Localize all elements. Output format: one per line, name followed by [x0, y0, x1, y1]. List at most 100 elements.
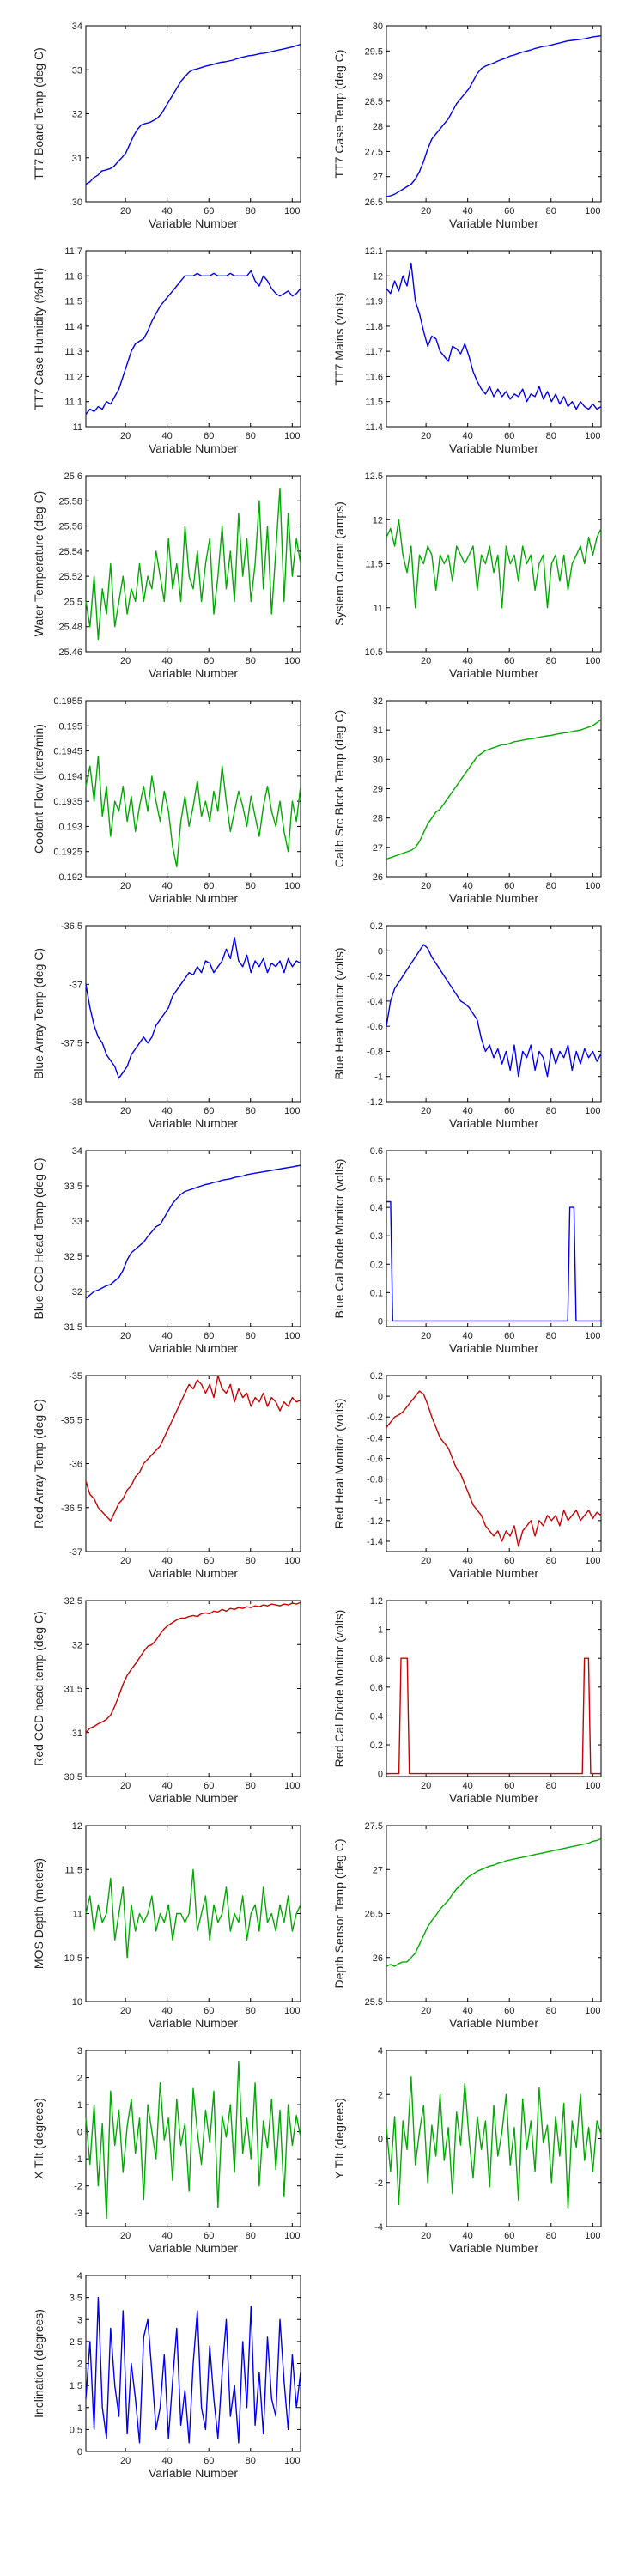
x-tick-label: 80 — [246, 656, 256, 666]
y-axis-label: Red Heat Monitor (volts) — [332, 1399, 346, 1529]
chart-1: 20 40 60 80 100 30 31 32 33 34 Variable Number TT7 … — [32, 21, 301, 230]
x-tick-label: 100 — [585, 431, 600, 441]
y-tick-label: 0.193 — [58, 822, 82, 832]
series-line — [386, 719, 602, 860]
y-tick-label: 31 — [72, 154, 82, 164]
y-tick-label: 25.54 — [58, 547, 82, 557]
y-tick-label: 11.5 — [365, 560, 383, 570]
y-tick-label: 33 — [72, 65, 82, 76]
chart-17: 20 40 60 80 100 10 10.5 11 11.5 12 Variable Number… — [32, 1821, 301, 2030]
x-tick-label: 100 — [284, 431, 300, 441]
x-tick-label: 20 — [120, 431, 131, 441]
y-tick-label: 31.5 — [64, 1322, 82, 1333]
y-tick-label: 12 — [373, 515, 383, 526]
chart-14: 20 40 60 80 100 -1.4 -1.2 -1 -0.8 -0.6 -0.4 -0.2 0 0.… — [332, 1371, 602, 1580]
x-tick-label: 100 — [585, 1556, 600, 1566]
x-tick-label: 80 — [246, 1106, 256, 1116]
y-tick-label: 32 — [72, 110, 82, 120]
x-tick-label: 100 — [585, 881, 600, 891]
x-tick-label: 80 — [246, 2231, 256, 2241]
y-axis-label: TT7 Case Temp (deg C) — [332, 50, 346, 179]
x-axis-label: Variable Number — [149, 1341, 238, 1355]
x-tick-label: 60 — [204, 431, 214, 441]
x-tick-label: 20 — [421, 431, 431, 441]
series-line — [386, 262, 602, 410]
x-tick-label: 100 — [284, 1106, 300, 1116]
y-tick-label: 11 — [374, 604, 383, 614]
x-tick-label: 20 — [421, 1106, 431, 1116]
y-tick-label: 2 — [77, 2074, 82, 2084]
y-tick-label: 3 — [77, 2315, 82, 2325]
series-line — [85, 43, 301, 185]
plot-frame — [85, 925, 301, 1103]
y-tick-label: 0.1955 — [53, 696, 82, 707]
series-line — [386, 1657, 601, 1775]
y-tick-label: -3 — [74, 2208, 82, 2219]
y-tick-label: 26 — [373, 872, 383, 883]
y-tick-label: 34 — [72, 1146, 82, 1157]
y-tick-label: -1.2 — [367, 1097, 383, 1108]
x-tick-label: 40 — [162, 1106, 173, 1116]
y-tick-label: 25.6 — [64, 471, 82, 482]
y-tick-label: -37.5 — [61, 1039, 82, 1049]
y-tick-label: 11.5 — [365, 398, 383, 408]
y-tick-label: 12.5 — [365, 471, 383, 482]
y-tick-label: -0.4 — [367, 1433, 383, 1443]
x-axis-label: Variable Number — [149, 441, 238, 455]
x-tick-label: 80 — [546, 1556, 556, 1566]
y-tick-label: -37 — [69, 980, 82, 990]
x-tick-label: 40 — [162, 656, 173, 666]
y-tick-label: 30 — [373, 755, 383, 765]
x-tick-label: 60 — [504, 1781, 514, 1791]
x-tick-label: 80 — [246, 2456, 256, 2466]
y-tick-label: 0.2 — [370, 1741, 383, 1751]
y-tick-label: 27 — [373, 173, 383, 183]
y-tick-label: 26.5 — [365, 197, 383, 208]
x-tick-label: 80 — [246, 881, 256, 891]
x-tick-label: 20 — [120, 1331, 131, 1341]
y-tick-label: 25.56 — [58, 522, 82, 532]
x-tick-label: 40 — [162, 206, 173, 216]
y-tick-label: 2 — [378, 2090, 383, 2100]
x-axis-label: Variable Number — [149, 1791, 238, 1805]
y-tick-label: -0.2 — [367, 1413, 383, 1423]
x-tick-label: 60 — [504, 1556, 514, 1566]
y-axis-label: System Current (amps) — [332, 501, 346, 626]
plot-frame — [85, 25, 301, 203]
y-tick-label: 12 — [373, 271, 383, 282]
x-axis-label: Variable Number — [149, 891, 238, 905]
x-tick-label: 40 — [162, 2006, 173, 2016]
y-tick-label: 27 — [373, 1865, 383, 1875]
x-tick-label: 20 — [421, 1556, 431, 1566]
x-tick-label: 80 — [246, 1781, 256, 1791]
y-tick-label: 11.6 — [64, 271, 82, 282]
y-tick-label: -0.8 — [367, 1475, 383, 1485]
y-axis-label: Inclination (degrees) — [32, 2309, 46, 2418]
x-tick-label: 20 — [120, 1781, 131, 1791]
x-tick-label: 80 — [246, 2006, 256, 2016]
series-line — [386, 944, 602, 1078]
x-tick-label: 100 — [284, 206, 300, 216]
x-tick-label: 40 — [162, 1781, 173, 1791]
y-axis-label: X Tilt (degrees) — [32, 2098, 46, 2179]
plot-frame — [85, 475, 301, 653]
x-tick-label: 80 — [546, 2231, 556, 2241]
y-tick-label: 0.192 — [58, 872, 82, 883]
plot-frame — [386, 250, 602, 428]
x-axis-label: Variable Number — [449, 441, 538, 455]
y-axis-label: Coolant Flow (liters/min) — [32, 724, 46, 854]
plot-frame — [85, 1825, 301, 2002]
y-tick-label: -0.6 — [367, 1454, 383, 1464]
y-tick-label: 1.2 — [370, 1596, 383, 1607]
y-axis-label: Blue Array Temp (deg C) — [32, 948, 46, 1079]
y-tick-label: 4 — [77, 2271, 82, 2281]
x-tick-label: 60 — [204, 1106, 214, 1116]
y-tick-label: 10.5 — [64, 1953, 82, 1964]
y-axis-label: Water Temperature (deg C) — [32, 491, 46, 637]
x-tick-label: 60 — [204, 2456, 214, 2466]
y-tick-label: 32 — [72, 1640, 82, 1650]
plot-frame — [386, 1600, 602, 1777]
series-line — [85, 755, 301, 867]
y-tick-label: 33.5 — [64, 1182, 82, 1192]
plot-frame — [386, 1825, 602, 2002]
